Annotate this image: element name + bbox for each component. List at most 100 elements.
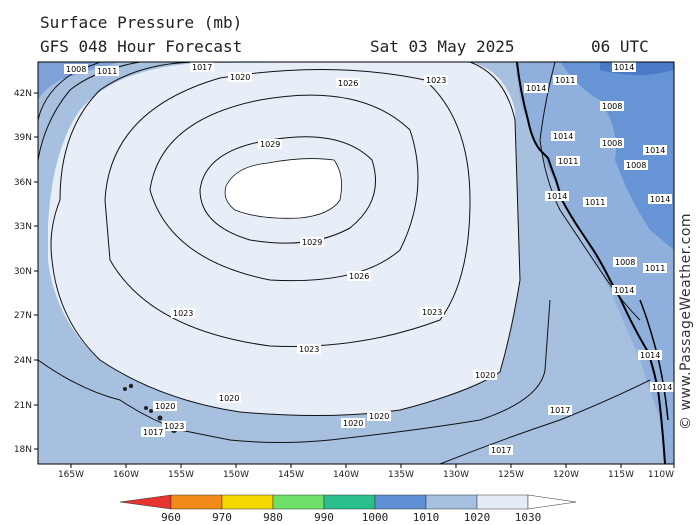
label-1017-n: 1017 <box>190 62 214 72</box>
label-1011-land1: 1011 <box>556 156 580 166</box>
svg-text:1026: 1026 <box>338 79 358 88</box>
label-1008-nw: 1008 <box>64 64 88 74</box>
label-1023-hi: 1023 <box>162 421 186 431</box>
svg-text:1008: 1008 <box>66 65 86 74</box>
svg-text:160W: 160W <box>113 470 139 480</box>
svg-text:33N: 33N <box>14 222 32 232</box>
lon-tick: 120W <box>553 464 579 480</box>
svg-text:120W: 120W <box>553 470 579 480</box>
map-frame <box>37 61 675 465</box>
lon-tick: 125W <box>498 464 524 480</box>
svg-text:36N: 36N <box>14 178 32 188</box>
svg-text:1023: 1023 <box>426 76 446 85</box>
svg-text:1014: 1014 <box>526 84 546 93</box>
contour-labels: 1029 1029 1026 1026 1023 1023 1023 1023 … <box>64 62 674 455</box>
lon-tick: 135W <box>388 464 414 480</box>
label-1008-land1: 1008 <box>600 138 624 148</box>
label-1014-land3: 1014 <box>643 145 667 155</box>
pressure-legend: 960 970 980 990 1000 1010 1020 1030 <box>119 494 577 524</box>
lat-tick: 36N <box>14 178 38 188</box>
label-1017-e: 1017 <box>548 405 572 415</box>
svg-text:1011: 1011 <box>645 264 665 273</box>
svg-text:115W: 115W <box>608 470 634 480</box>
svg-text:155W: 155W <box>168 470 194 480</box>
legend-label: 1010 <box>413 511 440 524</box>
svg-text:1014: 1014 <box>614 63 634 72</box>
label-1011-coast: 1011 <box>583 197 607 207</box>
svg-text:1011: 1011 <box>97 67 117 76</box>
svg-text:1029: 1029 <box>260 140 280 149</box>
legend-label: 1030 <box>515 511 542 524</box>
legend-label: 1020 <box>464 511 491 524</box>
label-1020-s2: 1020 <box>341 418 365 428</box>
svg-text:1014: 1014 <box>553 132 573 141</box>
svg-text:1017: 1017 <box>192 63 212 72</box>
svg-text:1020: 1020 <box>230 73 250 82</box>
svg-text:21N: 21N <box>14 401 32 411</box>
label-1014-mex2: 1014 <box>650 382 674 392</box>
svg-text:1020: 1020 <box>343 419 363 428</box>
svg-text:1011: 1011 <box>558 157 578 166</box>
label-1029-north: 1029 <box>258 139 282 149</box>
lat-tick: 27N <box>14 311 38 321</box>
lon-tick: 160W <box>113 464 139 480</box>
legend-label: 970 <box>212 511 232 524</box>
svg-text:1008: 1008 <box>602 102 622 111</box>
label-1026-south: 1026 <box>347 271 371 281</box>
label-1008-baja: 1008 <box>613 257 637 267</box>
label-1023-e: 1023 <box>420 307 444 317</box>
lat-axis: 42N 39N 36N 33N 30N 27N 24N 21N 18N <box>14 89 38 455</box>
lat-tick: 33N <box>14 222 38 232</box>
legend-label: 960 <box>161 511 181 524</box>
legend-label: 1000 <box>362 511 389 524</box>
label-1017-s: 1017 <box>489 445 513 455</box>
svg-text:1020: 1020 <box>155 402 175 411</box>
lon-tick: 130W <box>443 464 469 480</box>
label-1020-n: 1020 <box>228 72 252 82</box>
svg-text:1011: 1011 <box>585 198 605 207</box>
legend-swatch <box>272 494 325 510</box>
lon-tick: 140W <box>333 464 359 480</box>
label-1017-hi: 1017 <box>141 427 165 437</box>
label-1011-land2: 1011 <box>553 75 577 85</box>
svg-text:1023: 1023 <box>299 345 319 354</box>
legend-label: 980 <box>263 511 283 524</box>
label-1008-land3: 1008 <box>624 160 648 170</box>
lat-tick: 30N <box>14 267 38 277</box>
label-1011-baja: 1011 <box>643 263 667 273</box>
label-1020-e: 1020 <box>473 370 497 380</box>
label-1014-land1: 1014 <box>551 131 575 141</box>
lat-tick: 39N <box>14 133 38 143</box>
map-title: Surface Pressure (mb) <box>40 13 243 32</box>
lat-tick: 21N <box>14 401 38 411</box>
lon-tick: 110W <box>648 464 675 480</box>
pressure-band-1000-1010-nw <box>38 62 120 100</box>
forecast-time: 06 UTC <box>591 37 649 56</box>
label-1023-w: 1023 <box>171 308 195 318</box>
svg-text:1014: 1014 <box>650 195 670 204</box>
label-1014-mex: 1014 <box>638 350 662 360</box>
svg-text:1020: 1020 <box>369 412 389 421</box>
label-1011-nw: 1011 <box>95 66 119 76</box>
svg-text:42N: 42N <box>14 89 32 99</box>
map-area <box>38 62 674 464</box>
legend-swatch <box>476 494 529 510</box>
pressure-band-1000-1010-land <box>560 62 674 250</box>
svg-text:1023: 1023 <box>173 309 193 318</box>
lon-tick: 150W <box>223 464 249 480</box>
label-1023-ne: 1023 <box>424 75 448 85</box>
label-1008-land2: 1008 <box>600 101 624 111</box>
svg-text:125W: 125W <box>498 470 524 480</box>
svg-text:140W: 140W <box>333 470 359 480</box>
label-1020-sw: 1020 <box>217 393 241 403</box>
svg-text:27N: 27N <box>14 311 32 321</box>
svg-text:1014: 1014 <box>640 351 660 360</box>
legend-label: 990 <box>314 511 334 524</box>
svg-text:1011: 1011 <box>555 76 575 85</box>
svg-text:1023: 1023 <box>422 308 442 317</box>
svg-text:1008: 1008 <box>615 258 635 267</box>
legend-swatch <box>323 494 376 510</box>
pressure-band-1020-1030 <box>48 62 520 416</box>
svg-text:1017: 1017 <box>491 446 511 455</box>
